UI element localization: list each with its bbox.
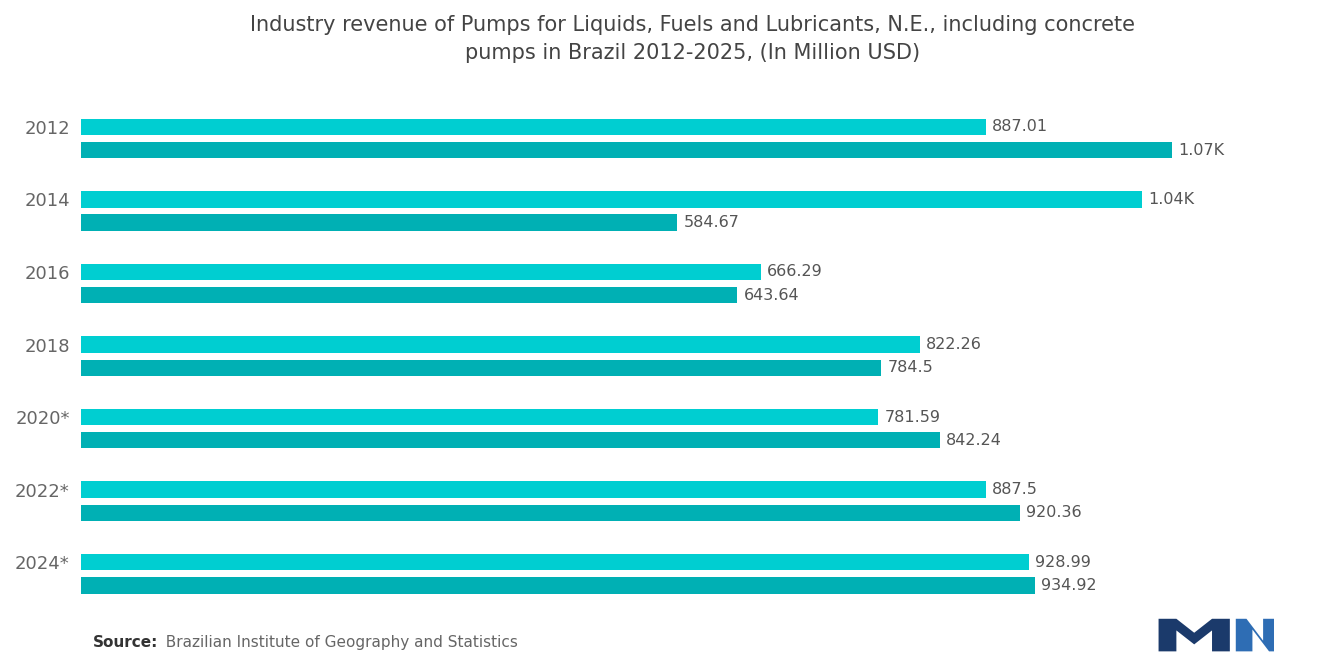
Bar bbox=[81, 287, 738, 303]
Bar bbox=[81, 432, 940, 448]
Text: 584.67: 584.67 bbox=[684, 215, 739, 230]
Text: 784.5: 784.5 bbox=[887, 360, 933, 375]
Text: Source:: Source: bbox=[92, 635, 158, 650]
Bar bbox=[81, 554, 1028, 571]
Text: 781.59: 781.59 bbox=[884, 410, 940, 424]
Text: 928.99: 928.99 bbox=[1035, 555, 1090, 570]
Bar bbox=[81, 409, 878, 425]
Text: Brazilian Institute of Geography and Statistics: Brazilian Institute of Geography and Sta… bbox=[156, 635, 517, 650]
Bar bbox=[81, 481, 986, 498]
Text: 643.64: 643.64 bbox=[743, 288, 799, 303]
Bar bbox=[81, 505, 1020, 521]
Text: 934.92: 934.92 bbox=[1040, 578, 1097, 593]
Bar bbox=[81, 118, 986, 135]
Text: 920.36: 920.36 bbox=[1026, 505, 1081, 520]
Bar bbox=[81, 192, 1142, 207]
Text: 666.29: 666.29 bbox=[767, 265, 822, 279]
Text: 842.24: 842.24 bbox=[946, 433, 1002, 448]
Text: 822.26: 822.26 bbox=[925, 337, 982, 352]
Text: 887.5: 887.5 bbox=[993, 482, 1039, 497]
Bar bbox=[81, 214, 677, 231]
Bar bbox=[81, 577, 1035, 594]
Text: 1.07K: 1.07K bbox=[1179, 142, 1225, 158]
Bar bbox=[81, 336, 920, 352]
Polygon shape bbox=[1159, 618, 1230, 652]
Bar bbox=[81, 142, 1172, 158]
Text: 887.01: 887.01 bbox=[991, 119, 1048, 134]
Title: Industry revenue of Pumps for Liquids, Fuels and Lubricants, N.E., including con: Industry revenue of Pumps for Liquids, F… bbox=[251, 15, 1135, 63]
Polygon shape bbox=[1236, 618, 1280, 652]
Bar bbox=[81, 264, 760, 280]
Text: 1.04K: 1.04K bbox=[1148, 192, 1195, 207]
Bar bbox=[81, 360, 882, 376]
